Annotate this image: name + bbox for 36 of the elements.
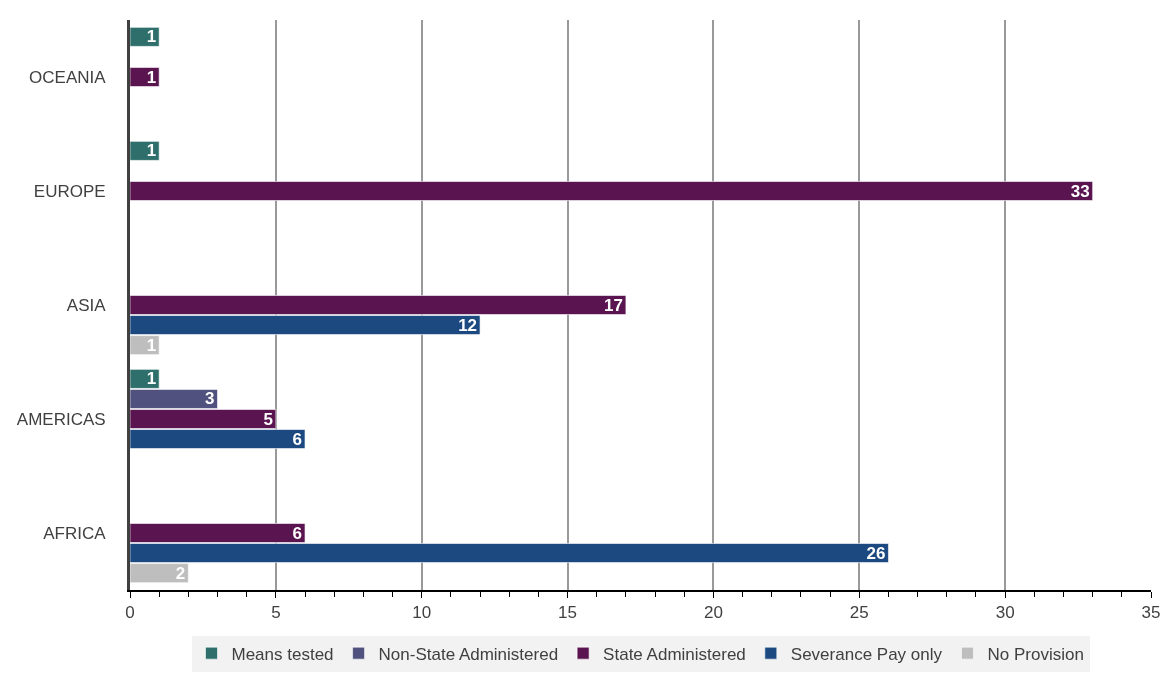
legend-label: No Provision (987, 644, 1084, 664)
legend-label: Non-State Administered (378, 644, 559, 664)
x-tick-label: 30 (995, 603, 1015, 623)
y-tick-label: OCEANIA (29, 67, 107, 87)
x-tick-label: 35 (1141, 603, 1161, 623)
data-label: 6 (292, 429, 303, 449)
x-tick-label: 0 (125, 603, 135, 623)
bar (130, 140, 160, 161)
data-label: 5 (263, 409, 273, 429)
bar (130, 66, 160, 88)
data-label: 6 (292, 523, 303, 543)
data-label: 1 (146, 141, 157, 161)
data-label: 1 (146, 335, 157, 355)
x-tick-label: 5 (271, 603, 281, 623)
y-tick-label: ASIA (66, 295, 107, 315)
legend-label: State Administered (603, 644, 746, 664)
x-tick-label: 15 (558, 603, 578, 623)
y-tick-label: AFRICA (43, 523, 107, 543)
x-tick-label: 20 (703, 603, 723, 623)
data-label: 1 (146, 27, 157, 47)
legend-label: Severance Pay only (790, 644, 943, 664)
data-label: 1 (146, 369, 157, 389)
data-label: 1 (146, 67, 157, 87)
y-tick-label: EUROPE (33, 181, 106, 201)
x-tick-label: 10 (412, 603, 432, 623)
data-label: 2 (175, 563, 186, 583)
data-label: 3 (205, 389, 215, 409)
data-label: 12 (458, 315, 478, 335)
bar (130, 180, 1094, 202)
data-label: 26 (866, 543, 886, 563)
bar (130, 26, 160, 47)
y-tick-label: AMERICAS (16, 409, 106, 429)
data-label: 33 (1070, 181, 1090, 201)
legend-label: Means tested (231, 644, 334, 664)
data-label: 17 (603, 295, 623, 315)
x-tick-label: 25 (849, 603, 869, 623)
